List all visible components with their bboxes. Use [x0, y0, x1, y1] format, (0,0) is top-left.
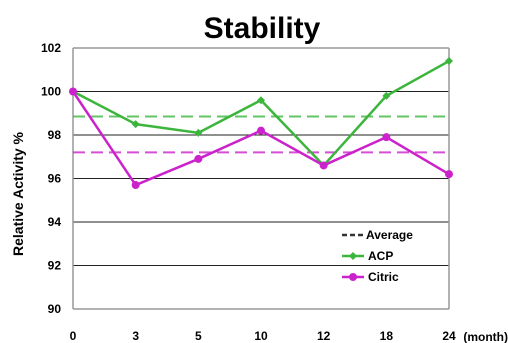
citric-series-line — [71, 90, 450, 187]
y-tick-label: 100 — [41, 85, 61, 99]
y-tick-label: 94 — [48, 215, 62, 229]
x-tick-label: 18 — [380, 329, 394, 343]
citric-point — [194, 154, 203, 163]
x-tick-label: 10 — [254, 329, 268, 343]
legend-average-label: Average — [366, 228, 413, 242]
x-tick-label: 5 — [195, 329, 202, 343]
data-series — [69, 57, 453, 190]
average-lines — [73, 115, 449, 154]
y-tick-labels: 90 92 94 96 98 100 102 — [41, 41, 61, 316]
legend-acp-marker — [349, 252, 357, 260]
x-tick-label: 0 — [70, 329, 77, 343]
legend: Average ACP Citric — [342, 228, 413, 284]
y-tick-label: 102 — [41, 41, 61, 55]
citric-point — [69, 87, 77, 96]
legend-citric-marker — [349, 273, 357, 281]
x-tick-label: 24 — [442, 329, 456, 343]
citric-point — [382, 133, 391, 142]
grid-lines — [72, 47, 450, 310]
chart-title: Stability — [204, 12, 321, 45]
legend-acp-label: ACP — [368, 249, 393, 263]
acp-point — [131, 120, 140, 129]
acp-point — [382, 91, 391, 100]
acp-point — [445, 57, 453, 66]
legend-citric-label: Citric — [368, 270, 399, 284]
citric-point — [131, 181, 140, 190]
x-tick-label: 12 — [317, 329, 331, 343]
y-tick-label: 98 — [48, 128, 62, 142]
x-tick-label: 3 — [132, 329, 139, 343]
x-tick-labels: 0 3 5 10 12 18 24 — [70, 329, 456, 343]
x-axis-unit-label: (month) — [463, 330, 508, 343]
acp-series-line — [72, 59, 450, 168]
citric-point — [257, 126, 265, 135]
y-tick-label: 96 — [48, 172, 62, 186]
y-axis-label: Relative Activity % — [10, 131, 26, 256]
acp-point — [194, 128, 203, 137]
citric-point — [319, 161, 328, 170]
citric-point — [445, 170, 453, 179]
y-tick-label: 92 — [48, 259, 62, 273]
acp-point — [257, 96, 265, 105]
y-tick-label: 90 — [48, 302, 62, 316]
